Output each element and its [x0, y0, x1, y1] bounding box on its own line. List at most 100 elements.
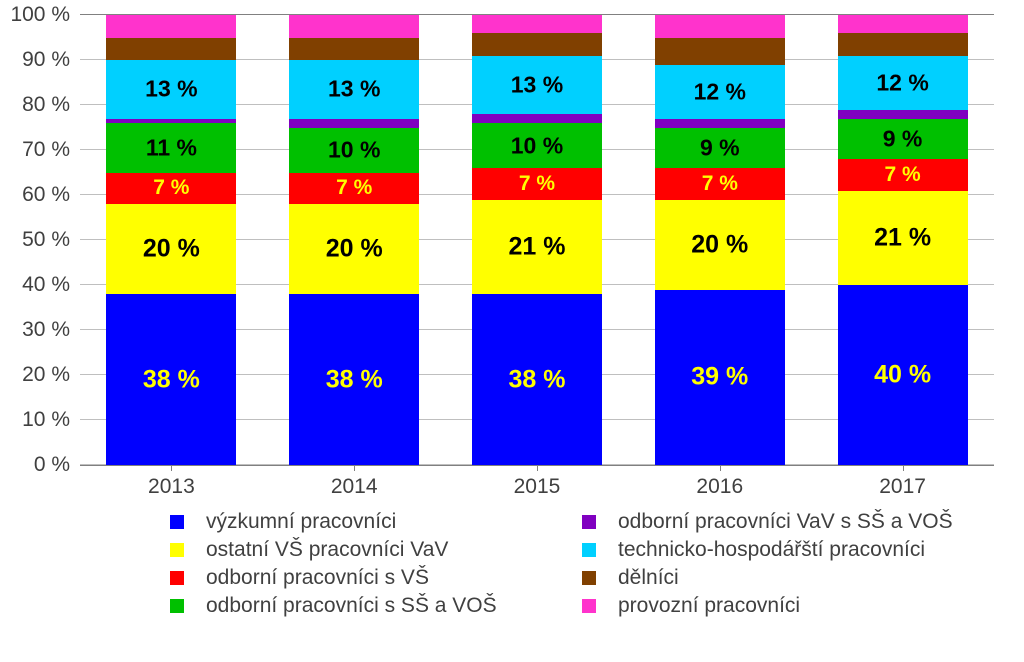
segment-label: 40 %: [838, 361, 968, 390]
segment-label: 12 %: [655, 78, 785, 105]
segment-delnici: [838, 33, 968, 56]
segment-technicko: 13 %: [289, 60, 419, 119]
segment-provozni: [106, 15, 236, 38]
legend-swatch: [170, 515, 184, 529]
segment-label: 9 %: [838, 125, 968, 152]
segment-label: 9 %: [655, 134, 785, 161]
legend-swatch: [582, 599, 596, 613]
plot-area: 0 %10 %20 %30 %40 %50 %60 %70 %80 %90 %1…: [80, 15, 994, 466]
y-tick-label: 60 %: [10, 183, 70, 207]
legend-label: dělníci: [618, 566, 679, 590]
y-tick-label: 50 %: [10, 228, 70, 252]
y-tick-label: 90 %: [10, 48, 70, 72]
y-tick-label: 20 %: [10, 363, 70, 387]
segment-odborni_vs: 7 %: [838, 159, 968, 191]
segment-vyzkumni: 38 %: [106, 294, 236, 465]
segment-vyzkumni: 40 %: [838, 285, 968, 465]
segment-label: 12 %: [838, 69, 968, 96]
legend-label: technicko-hospodářští pracovníci: [618, 538, 925, 562]
segment-odborni_vav_ss: [472, 114, 602, 123]
x-label: 2013: [106, 475, 236, 505]
bars-container: 38 %20 %7 %11 %13 %38 %20 %7 %10 %13 %38…: [80, 15, 994, 465]
x-label: 2015: [472, 475, 602, 505]
segment-label: 7 %: [838, 163, 968, 187]
segment-technicko: 12 %: [838, 56, 968, 110]
legend-swatch: [170, 543, 184, 557]
legend-label: odborní pracovníci s VŠ: [206, 566, 429, 590]
y-tick-label: 10 %: [10, 408, 70, 432]
segment-provozni: [655, 15, 785, 38]
segment-vyzkumni: 38 %: [472, 294, 602, 465]
legend-label: ostatní VŠ pracovníci VaV: [206, 538, 448, 562]
legend: výzkumní pracovníciodborní pracovníci Va…: [170, 510, 994, 622]
segment-vyzkumni: 39 %: [655, 290, 785, 466]
segment-label: 20 %: [106, 235, 236, 264]
segment-ostatni_vs: 20 %: [106, 204, 236, 294]
legend-item-vyzkumni: výzkumní pracovníci: [170, 510, 582, 534]
bar-2013: 38 % 20 % 7 % 11 % 13 %: [106, 15, 236, 465]
segment-odborni_ss: 9 %: [655, 128, 785, 169]
legend-item-odborni_vav_ss: odborní pracovníci VaV s SŠ a VOŠ: [582, 510, 994, 534]
x-tick: [903, 465, 904, 471]
segment-label: 13 %: [106, 76, 236, 103]
segment-label: 7 %: [472, 172, 602, 196]
segment-odborni_vav_ss: [289, 119, 419, 128]
legend-swatch: [170, 599, 184, 613]
legend-item-technicko: technicko-hospodářští pracovníci: [582, 538, 994, 562]
y-tick-label: 30 %: [10, 318, 70, 342]
x-label: 2017: [838, 475, 968, 505]
y-tick-label: 70 %: [10, 138, 70, 162]
segment-label: 38 %: [106, 365, 236, 394]
segment-label: 13 %: [289, 76, 419, 103]
segment-vyzkumni: 38 %: [289, 294, 419, 465]
legend-swatch: [582, 515, 596, 529]
y-tick-label: 0 %: [10, 453, 70, 477]
segment-delnici: [472, 33, 602, 56]
segment-label: 11 %: [106, 134, 236, 161]
segment-label: 7 %: [289, 176, 419, 200]
segment-technicko: 13 %: [472, 56, 602, 115]
segment-technicko: 13 %: [106, 60, 236, 119]
bar-2017: 40 %21 %7 %9 %12 %: [838, 15, 968, 465]
legend-item-ostatni_vs: ostatní VŠ pracovníci VaV: [170, 538, 582, 562]
x-tick: [171, 465, 172, 471]
legend-item-odborni_vs: odborní pracovníci s VŠ: [170, 566, 582, 590]
segment-odborni_ss: 11 %: [106, 123, 236, 173]
y-tick-label: 100 %: [10, 3, 70, 27]
segment-label: 38 %: [472, 365, 602, 394]
segment-label: 10 %: [472, 132, 602, 159]
segment-odborni_vav_ss: [838, 110, 968, 119]
x-tick: [354, 465, 355, 471]
x-tick: [537, 465, 538, 471]
segment-ostatni_vs: 21 %: [472, 200, 602, 295]
segment-odborni_vav_ss: [106, 119, 236, 124]
segment-label: 20 %: [289, 235, 419, 264]
x-label: 2014: [289, 475, 419, 505]
legend-item-odborni_ss: odborní pracovníci s SŠ a VOŠ: [170, 594, 582, 618]
segment-odborni_vs: 7 %: [655, 168, 785, 200]
segment-odborni_vav_ss: [655, 119, 785, 128]
segment-label: 38 %: [289, 365, 419, 394]
legend-item-provozni: provozní pracovníci: [582, 594, 994, 618]
bar-2015: 38 % 21 % 7 % 10 % 13 %: [472, 15, 602, 465]
segment-odborni_vs: 7 %: [289, 173, 419, 205]
segment-odborni_ss: 10 %: [289, 128, 419, 173]
segment-ostatni_vs: 20 %: [289, 204, 419, 294]
segment-label: 7 %: [106, 176, 236, 200]
stacked-bar-chart: 0 %10 %20 %30 %40 %50 %60 %70 %80 %90 %1…: [0, 0, 1024, 662]
x-label: 2016: [655, 475, 785, 505]
legend-swatch: [582, 571, 596, 585]
segment-provozni: [472, 15, 602, 33]
segment-odborni_vs: 7 %: [106, 173, 236, 205]
segment-odborni_ss: 9 %: [838, 119, 968, 160]
segment-label: 20 %: [655, 230, 785, 259]
legend-label: odborní pracovníci s SŠ a VOŠ: [206, 594, 497, 618]
segment-label: 10 %: [289, 137, 419, 164]
bar-2016: 39 % 20 % 7 % 9 % 12 %: [655, 15, 785, 465]
segment-ostatni_vs: 20 %: [655, 200, 785, 290]
segment-provozni: [838, 15, 968, 33]
x-tick: [720, 465, 721, 471]
segment-technicko: 12 %: [655, 65, 785, 119]
y-tick-label: 40 %: [10, 273, 70, 297]
bar-2014: 38 % 20 % 7 % 10 % 13 %: [289, 15, 419, 465]
